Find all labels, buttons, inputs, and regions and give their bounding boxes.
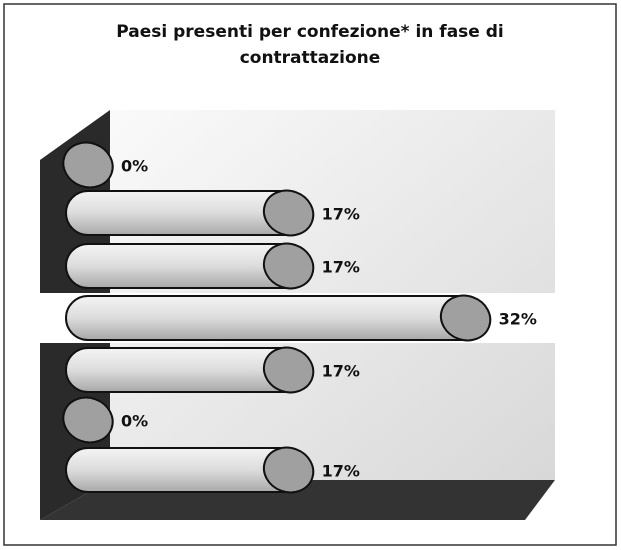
value-label: 17% bbox=[322, 362, 360, 381]
bar-body bbox=[65, 447, 290, 493]
bar bbox=[62, 141, 114, 189]
bar-body bbox=[65, 243, 290, 289]
value-label: 17% bbox=[322, 205, 360, 224]
bar-cap bbox=[262, 189, 315, 237]
bar bbox=[65, 346, 315, 394]
value-label: 17% bbox=[322, 462, 360, 481]
value-label: 32% bbox=[499, 310, 537, 329]
bar-body bbox=[65, 295, 467, 341]
bar-cap bbox=[62, 396, 114, 444]
bar-cap bbox=[62, 141, 114, 189]
bar bbox=[65, 242, 315, 290]
bar-cap bbox=[262, 242, 315, 290]
bar-cap bbox=[439, 294, 492, 342]
bar bbox=[62, 396, 114, 444]
bar-body bbox=[65, 347, 290, 393]
bar-cap bbox=[262, 446, 315, 494]
chart-title: Paesi presenti per confezione* in fase d… bbox=[116, 22, 503, 68]
value-label: 17% bbox=[322, 258, 360, 277]
bar-cap bbox=[262, 346, 315, 394]
bar bbox=[65, 189, 315, 237]
bar bbox=[65, 446, 315, 494]
bar bbox=[65, 294, 492, 342]
bar-body bbox=[65, 190, 290, 236]
value-label: 0% bbox=[121, 157, 148, 176]
value-label: 0% bbox=[121, 412, 148, 431]
